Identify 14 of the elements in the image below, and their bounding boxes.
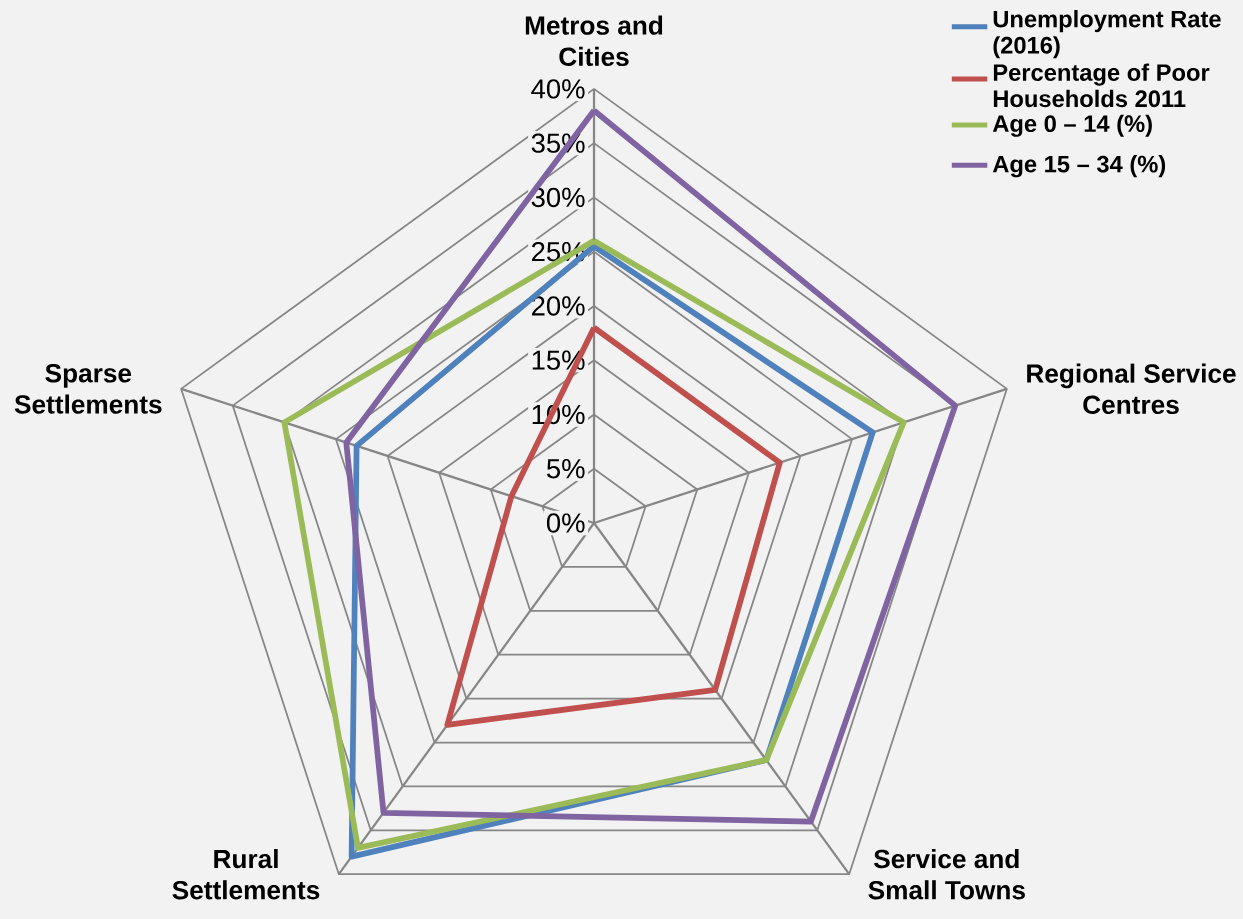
- legend-label: Age 15 – 34 (%): [992, 155, 1166, 178]
- legend-label: Percentage of Poor Households 2011: [993, 63, 1210, 108]
- spoke-label: Service and Small Towns: [868, 848, 1025, 900]
- y-tick-label: 20%: [532, 296, 585, 316]
- legend-label: Unemployment Rate (2016): [993, 10, 1221, 59]
- spoke-label: Metros and Cities: [525, 15, 663, 67]
- y-tick-label: 40%: [531, 79, 585, 99]
- y-tick-label: 5%: [546, 459, 585, 479]
- spoke-label: Sparse Settlements: [14, 363, 162, 414]
- y-tick-label: 0%: [546, 513, 585, 533]
- y-tick-label: 30%: [531, 187, 585, 208]
- spoke-label: Regional Service Centres: [1027, 363, 1236, 415]
- legend-label: Age 0 – 14 (%): [992, 114, 1152, 137]
- spoke-label: Rural Settlements: [172, 848, 320, 900]
